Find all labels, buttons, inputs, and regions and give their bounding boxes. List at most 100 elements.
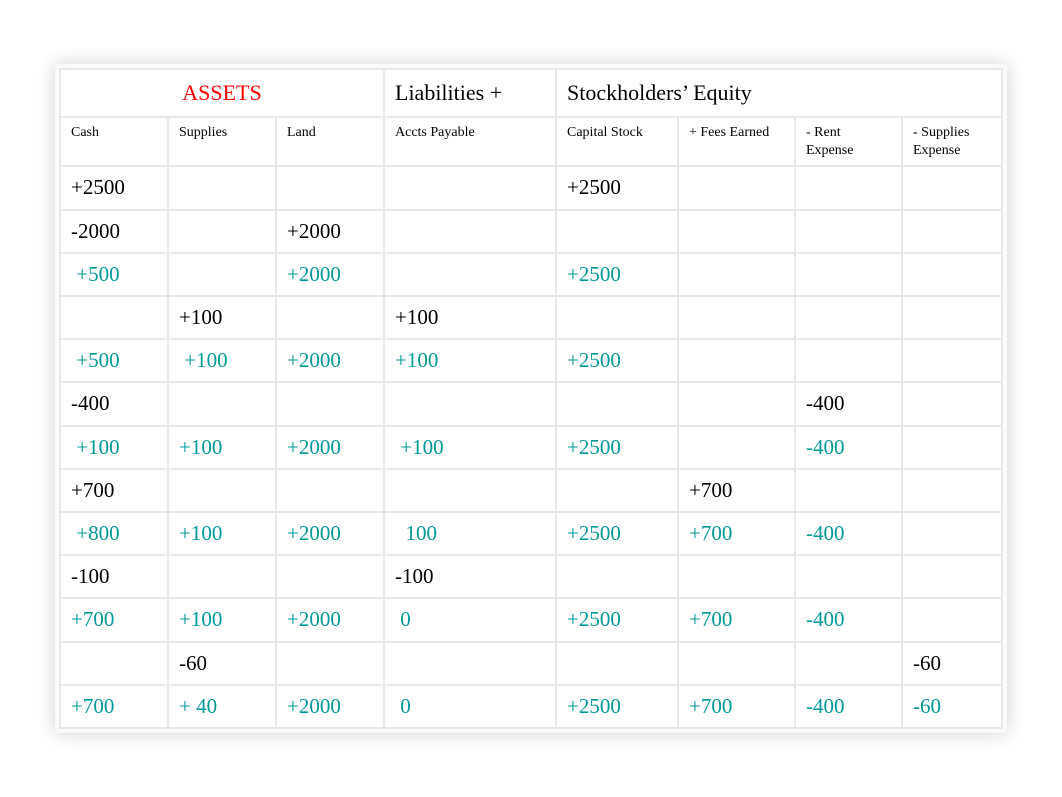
cell: +100	[169, 599, 275, 640]
cell: +100	[385, 297, 555, 338]
cell: 0	[385, 686, 555, 727]
cell	[679, 340, 794, 381]
col-accts-payable: Accts Payable	[385, 118, 555, 165]
cell: +700	[679, 686, 794, 727]
cell: +2000	[277, 427, 383, 468]
cell: -60	[903, 643, 1001, 684]
cell: +2500	[557, 686, 677, 727]
sub-header-row: Cash Supplies Land Accts Payable Capital…	[61, 118, 1001, 165]
col-fees-earned: + Fees Earned	[679, 118, 794, 165]
cell: -2000	[61, 211, 167, 252]
cell	[903, 383, 1001, 424]
cell: -400	[796, 599, 901, 640]
cell	[557, 470, 677, 511]
cell: +2500	[557, 513, 677, 554]
cell	[796, 211, 901, 252]
cell: +100	[169, 297, 275, 338]
cell: +2500	[557, 340, 677, 381]
cell: +2500	[61, 167, 167, 208]
cell	[679, 643, 794, 684]
group-header-row: ASSETS Liabilities + Stockholders’ Equit…	[61, 70, 1001, 116]
cell: +2000	[277, 686, 383, 727]
cell: +2500	[557, 167, 677, 208]
cell	[169, 254, 275, 295]
cell	[679, 427, 794, 468]
col-cash: Cash	[61, 118, 167, 165]
cell	[169, 211, 275, 252]
cell: +2000	[277, 340, 383, 381]
table-row: -2000 +2000	[61, 211, 1001, 252]
cell	[557, 297, 677, 338]
cell: -100	[61, 556, 167, 597]
cell	[903, 167, 1001, 208]
cell: +100	[169, 427, 275, 468]
cell: +2500	[557, 427, 677, 468]
cell	[679, 167, 794, 208]
cell	[385, 470, 555, 511]
cell	[903, 470, 1001, 511]
cell: +2500	[557, 599, 677, 640]
table-row: +100 +100	[61, 297, 1001, 338]
cell	[903, 427, 1001, 468]
table-row: +100+100+2000 +100+2500-400	[61, 427, 1001, 468]
cell	[61, 643, 167, 684]
col-capital-stock: Capital Stock	[557, 118, 677, 165]
cell	[169, 167, 275, 208]
table-row: +2500 +2500	[61, 167, 1001, 208]
cell	[903, 297, 1001, 338]
table-row: +700+ 40+2000 0+2500+700-400-60	[61, 686, 1001, 727]
cell	[679, 297, 794, 338]
cell	[277, 643, 383, 684]
cell: -400	[796, 383, 901, 424]
cell: -400	[796, 427, 901, 468]
cell: +100	[169, 513, 275, 554]
cell	[796, 556, 901, 597]
cell	[796, 167, 901, 208]
cell: -60	[169, 643, 275, 684]
cell: +700	[679, 470, 794, 511]
assets-header: ASSETS	[61, 70, 383, 116]
table-row: -60 -60	[61, 643, 1001, 684]
cell: -400	[796, 686, 901, 727]
cell: -400	[796, 513, 901, 554]
cell	[169, 383, 275, 424]
cell	[61, 297, 167, 338]
cell	[903, 254, 1001, 295]
col-supplies: Supplies	[169, 118, 275, 165]
cell	[385, 643, 555, 684]
liabilities-header: Liabilities +	[385, 70, 555, 116]
table-row: +500 +100+2000+100+2500	[61, 340, 1001, 381]
cell	[385, 254, 555, 295]
table-row: +700 +700	[61, 470, 1001, 511]
cell	[557, 211, 677, 252]
accounting-table-container: ASSETS Liabilities + Stockholders’ Equit…	[55, 64, 1007, 733]
accounting-table: ASSETS Liabilities + Stockholders’ Equit…	[59, 68, 1003, 729]
cell: +500	[61, 254, 167, 295]
cell	[796, 643, 901, 684]
cell	[169, 556, 275, 597]
cell	[796, 470, 901, 511]
col-land: Land	[277, 118, 383, 165]
cell	[903, 340, 1001, 381]
cell	[903, 556, 1001, 597]
cell	[679, 383, 794, 424]
cell: +100	[61, 427, 167, 468]
cell: +2000	[277, 211, 383, 252]
cell	[385, 211, 555, 252]
table-row: +700+100+2000 0+2500+700-400	[61, 599, 1001, 640]
cell	[385, 167, 555, 208]
table-row: +500 +2000 +2500	[61, 254, 1001, 295]
cell	[903, 599, 1001, 640]
cell	[277, 556, 383, 597]
cell	[903, 513, 1001, 554]
cell: +700	[61, 686, 167, 727]
cell: +2500	[557, 254, 677, 295]
table-row: +800+100+2000 100+2500+700-400	[61, 513, 1001, 554]
cell: +2000	[277, 254, 383, 295]
cell: -100	[385, 556, 555, 597]
cell	[557, 383, 677, 424]
cell	[557, 643, 677, 684]
table-row: -400-400	[61, 383, 1001, 424]
cell: +800	[61, 513, 167, 554]
cell: +700	[61, 470, 167, 511]
